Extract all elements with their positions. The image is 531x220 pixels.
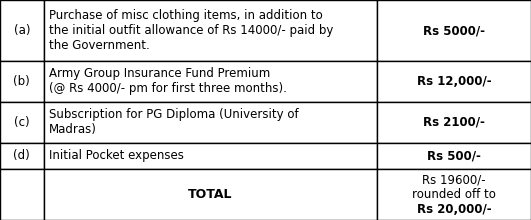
Text: (c): (c) <box>14 116 30 129</box>
Bar <box>0 169 44 220</box>
Bar <box>44 61 377 102</box>
Text: Rs 5000/-: Rs 5000/- <box>423 24 485 37</box>
Bar <box>44 0 377 61</box>
Text: Rs 20,000/-: Rs 20,000/- <box>417 203 491 216</box>
Bar <box>377 102 531 143</box>
Text: rounded off to: rounded off to <box>412 188 496 201</box>
Bar <box>377 169 531 220</box>
Text: Rs 19600/-: Rs 19600/- <box>422 174 486 187</box>
Text: Subscription for PG Diploma (University of
Madras): Subscription for PG Diploma (University … <box>49 108 298 136</box>
Bar <box>377 143 531 169</box>
Bar <box>377 61 531 102</box>
Bar <box>0 61 44 102</box>
Text: (b): (b) <box>13 75 30 88</box>
Bar <box>0 102 44 143</box>
Bar <box>44 169 377 220</box>
Text: Rs 2100/-: Rs 2100/- <box>423 116 485 129</box>
Bar <box>0 143 44 169</box>
Text: TOTAL: TOTAL <box>188 188 233 201</box>
Text: (a): (a) <box>13 24 30 37</box>
Text: Purchase of misc clothing items, in addition to
the initial outfit allowance of : Purchase of misc clothing items, in addi… <box>49 9 333 52</box>
Text: Rs 12,000/-: Rs 12,000/- <box>417 75 491 88</box>
Bar <box>377 0 531 61</box>
Text: (d): (d) <box>13 149 30 162</box>
Text: Rs 500/-: Rs 500/- <box>427 149 481 162</box>
Text: Army Group Insurance Fund Premium
(@ Rs 4000/- pm for first three months).: Army Group Insurance Fund Premium (@ Rs … <box>49 68 287 95</box>
Bar <box>0 0 44 61</box>
Bar <box>44 102 377 143</box>
Bar <box>44 143 377 169</box>
Text: Initial Pocket expenses: Initial Pocket expenses <box>49 149 184 162</box>
